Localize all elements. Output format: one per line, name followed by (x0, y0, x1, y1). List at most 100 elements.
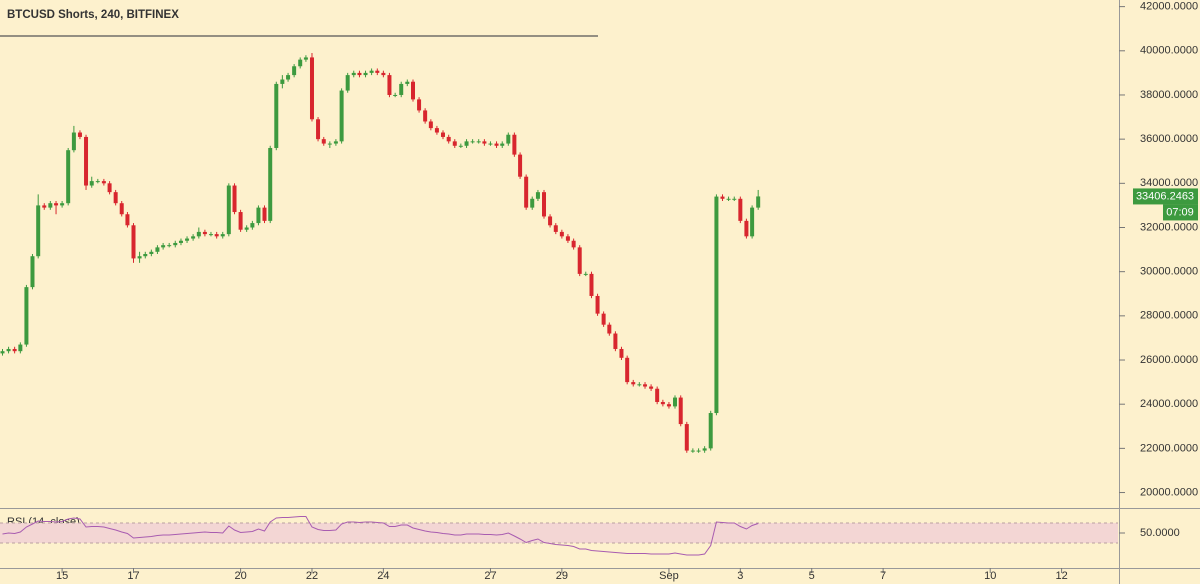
candle-body (351, 72, 356, 76)
rsi-band (0, 523, 1118, 543)
candle-body (107, 183, 112, 193)
candle-body (125, 214, 130, 226)
candle-body (673, 397, 678, 407)
candle-body (131, 225, 136, 259)
candle-body (71, 132, 76, 151)
candle-body (232, 185, 237, 213)
candle-body (161, 245, 166, 248)
x-tick-label: Sep (659, 570, 679, 582)
y-tick-label: 50.0000 (1140, 527, 1180, 539)
candle-body (60, 203, 65, 206)
candle-body (42, 205, 47, 208)
candle-body (524, 176, 529, 208)
candle-body (298, 59, 303, 67)
candle-body (530, 198, 535, 208)
candle-body (494, 143, 499, 146)
y-tick-label: 22000.0000 (1140, 442, 1198, 454)
x-tick-label: 29 (556, 570, 568, 582)
candle-body (756, 196, 761, 208)
candle-body (553, 225, 558, 232)
candle-body (321, 139, 326, 144)
candle-body (660, 401, 665, 405)
candle-body (30, 256, 35, 288)
candle-body (738, 198, 743, 221)
candle-body (470, 141, 475, 143)
y-tick-label: 28000.0000 (1140, 310, 1198, 322)
candle-body (684, 424, 689, 451)
candle-body (678, 397, 683, 425)
candle-body (625, 357, 630, 383)
candle-body (24, 287, 29, 345)
candle-body (690, 450, 695, 452)
candle-body (208, 234, 213, 236)
candle-body (345, 75, 350, 91)
last-price-box (1133, 188, 1198, 205)
candle-body (631, 382, 636, 385)
candle-body (393, 94, 398, 96)
candle-body (54, 203, 59, 206)
candle-body (500, 143, 505, 146)
candle-body (333, 141, 338, 144)
candle-body (458, 145, 463, 147)
x-tick-label: 5 (809, 570, 815, 582)
x-tick-label: 12 (1055, 570, 1067, 582)
candle-body (643, 384, 648, 387)
y-tick-label: 26000.0000 (1140, 354, 1198, 366)
x-tick-label: 22 (306, 570, 318, 582)
candle-body (12, 348, 17, 352)
candle-body (167, 245, 172, 247)
candle-body (238, 212, 243, 230)
candle-body (482, 141, 487, 144)
candle-body (375, 70, 380, 73)
candle-body (101, 181, 106, 184)
candle-body (381, 72, 386, 76)
y-tick-label: 30000.0000 (1140, 266, 1198, 278)
last-price-label: 33406.2463 (1136, 190, 1194, 202)
candle-body (601, 313, 606, 325)
candle-body (428, 121, 433, 129)
x-tick-label: 20 (234, 570, 246, 582)
candle-body (339, 90, 344, 142)
candle-body (399, 83, 404, 95)
candle-body (452, 141, 457, 146)
candle-body (571, 240, 576, 248)
y-tick-label: 34000.0000 (1140, 177, 1198, 189)
candle-body (262, 207, 267, 221)
candle-body (518, 154, 523, 177)
candle-body (542, 192, 547, 217)
candle-body (137, 256, 142, 259)
candle-body (226, 185, 231, 235)
candle-body (387, 75, 392, 95)
candle-body (250, 223, 255, 228)
candle-body (423, 110, 428, 122)
candle-body (95, 181, 100, 183)
candle-body (488, 143, 493, 145)
x-tick-label: 10 (984, 570, 996, 582)
candle-body (143, 254, 148, 257)
candle-body (577, 247, 582, 274)
candle-body (476, 141, 481, 143)
candle-body (48, 203, 53, 208)
candle-body (316, 119, 321, 140)
candle-body (0, 351, 5, 354)
candle-body (446, 136, 451, 142)
candle-body (417, 99, 422, 111)
candle-body (613, 333, 618, 349)
candle-body (411, 81, 416, 100)
candle-body (84, 136, 89, 186)
x-tick-label: 24 (377, 570, 389, 582)
x-tick-label: 15 (56, 570, 68, 582)
candle-body (702, 448, 707, 451)
candle-body (113, 192, 118, 204)
candle-body (559, 231, 564, 237)
candle-body (173, 242, 178, 246)
candle-body (726, 198, 731, 200)
candle-body (696, 450, 701, 452)
y-tick-label: 42000.0000 (1140, 1, 1198, 13)
candle-body (292, 66, 297, 76)
candle-body (185, 238, 190, 241)
candle-body (77, 132, 82, 137)
x-tick-label: 27 (484, 570, 496, 582)
